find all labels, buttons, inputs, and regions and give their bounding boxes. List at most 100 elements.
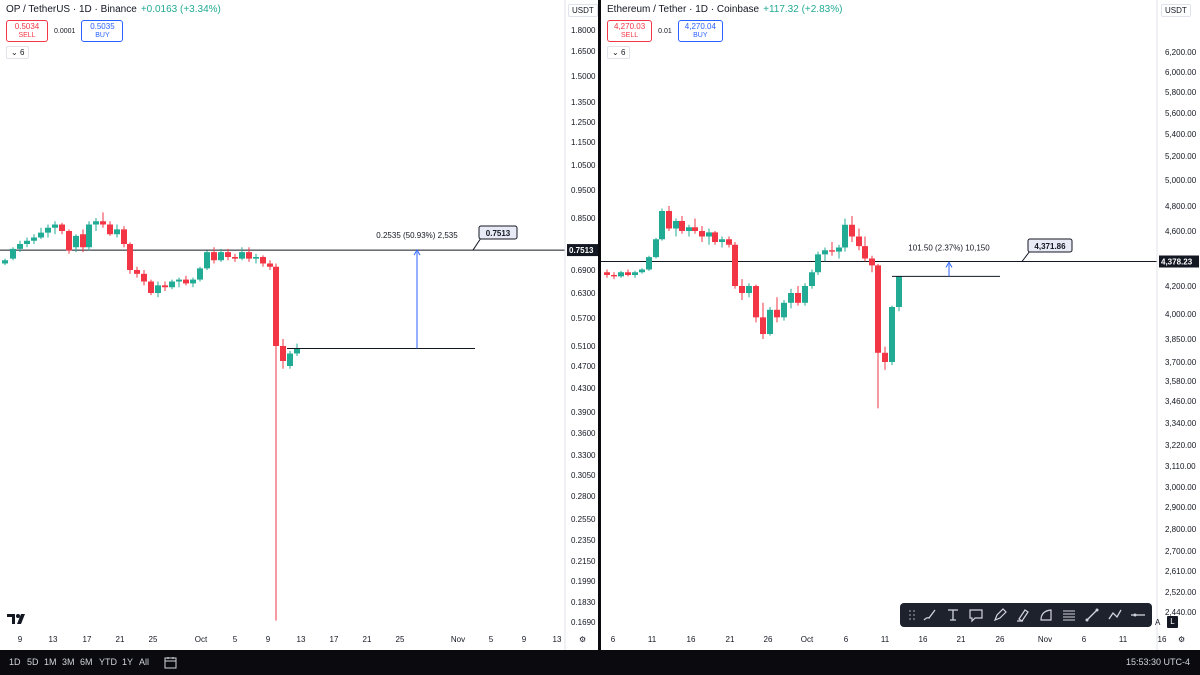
currency-unit-button[interactable]: USDT <box>568 4 598 17</box>
date-axis-label: 21 <box>957 635 966 644</box>
candle-body <box>739 286 745 293</box>
price-axis-label: 2,610.00 <box>1165 567 1197 576</box>
date-axis-label: 21 <box>116 635 125 644</box>
candle-body <box>809 272 815 286</box>
grip-icon[interactable] <box>904 607 920 623</box>
candle-body <box>875 265 881 353</box>
timeframe-1d[interactable]: 1D <box>9 657 21 667</box>
sell-button[interactable]: 0.5034 SELL <box>6 20 48 42</box>
measure-arrow-head <box>945 261 953 268</box>
auto-scale-button[interactable]: A <box>1155 618 1161 627</box>
buy-button[interactable]: 0.5035 BUY <box>81 20 124 42</box>
candle-body <box>849 224 855 237</box>
candle-body <box>815 254 821 273</box>
price-axis-label: 3,340.00 <box>1165 419 1197 428</box>
candle-body <box>232 257 238 259</box>
pen-icon[interactable] <box>992 607 1008 623</box>
price-axis-label: 0.9500 <box>571 186 596 195</box>
symbol-title[interactable]: Ethereum / Tether · 1D · Coinbase <box>607 4 760 15</box>
buy-label: BUY <box>693 32 708 39</box>
chart-settings-icon[interactable]: ⚙ <box>579 635 587 644</box>
price-axis-label: 0.5700 <box>571 314 596 323</box>
candlestick-chart-op[interactable]: 1.8000 1.6500 1.5000 1.3500 1.2500 1.1500 1.05… <box>0 0 598 650</box>
candle-body <box>646 257 652 270</box>
candle-body <box>788 293 794 303</box>
callout-icon[interactable] <box>968 607 984 623</box>
candle-body <box>829 250 835 252</box>
price-axis-label: 0.2550 <box>571 515 596 524</box>
trend-line-icon[interactable] <box>1084 607 1100 623</box>
chevron-down-icon: ⌄ <box>612 48 619 57</box>
date-axis-label: 25 <box>396 635 405 644</box>
symbol-title[interactable]: OP / TetherUS · 1D · Binance <box>6 4 137 15</box>
price-axis-label: 0.6300 <box>571 289 596 298</box>
candle-body <box>52 224 58 228</box>
price-axis-label: 5,400.00 <box>1165 130 1197 139</box>
price-axis-label: 0.3900 <box>571 408 596 417</box>
candle-body <box>73 235 79 248</box>
date-axis-label: 26 <box>996 635 1005 644</box>
timeframe-1y[interactable]: 1Y <box>122 657 134 667</box>
date-axis-label: 9 <box>18 635 23 644</box>
buy-button[interactable]: 4,270.04 BUY <box>677 20 723 42</box>
date-axis-label: 16 <box>687 635 696 644</box>
indicators-toggle[interactable]: ⌄ 6 <box>607 46 631 59</box>
chart-pane-op-usdt[interactable]: 1.8000 1.6500 1.5000 1.3500 1.2500 1.1500 1.05… <box>0 0 598 650</box>
horizontal-line-icon[interactable] <box>1130 607 1146 623</box>
buy-label: BUY <box>95 32 110 39</box>
candle-body <box>856 236 862 247</box>
indicators-toggle[interactable]: ⌄ 6 <box>6 46 30 59</box>
price-axis-label: 1.1500 <box>571 138 596 147</box>
indicators-count: 6 <box>19 48 25 57</box>
chart-settings-icon[interactable]: ⚙ <box>1178 635 1186 644</box>
candle-body <box>253 257 259 259</box>
highlighter-icon[interactable] <box>1015 607 1031 623</box>
calendar-icon[interactable] <box>164 656 177 669</box>
candle-body <box>80 234 86 248</box>
text-icon[interactable] <box>945 607 961 623</box>
candle-body <box>632 272 638 275</box>
clock-timezone[interactable]: 15:53:30 UTC-4 <box>1125 657 1190 667</box>
measure-arrow-head <box>413 249 421 256</box>
path-icon[interactable] <box>1038 607 1054 623</box>
price-axis-label: 3,700.00 <box>1165 358 1197 367</box>
candle-body <box>45 227 51 233</box>
candle-body <box>753 286 759 318</box>
measure-label: 0.2535 (50.93%) 2,535 <box>376 231 458 240</box>
lines-icon[interactable] <box>1061 607 1077 623</box>
chevron-down-icon: ⌄ <box>11 48 18 57</box>
date-axis-label: Nov <box>451 635 465 644</box>
pane-divider[interactable] <box>598 0 601 650</box>
candle-body <box>767 309 773 334</box>
date-axis-label: Oct <box>801 635 814 644</box>
polyline-icon[interactable] <box>1107 607 1123 623</box>
timeframe-6m[interactable]: 6M <box>80 657 93 667</box>
timeframe-5d[interactable]: 5D <box>27 657 39 667</box>
candle-body <box>246 252 252 259</box>
currency-unit-button[interactable]: USDT <box>1161 4 1191 17</box>
log-scale-button[interactable]: L <box>1167 616 1178 628</box>
price-axis-label: 0.6900 <box>571 266 596 275</box>
brush-icon[interactable] <box>922 607 938 623</box>
date-axis-label: 13 <box>49 635 58 644</box>
candle-body <box>618 272 624 277</box>
price-axis-label: 0.3050 <box>571 471 596 480</box>
timeframe-3m[interactable]: 3M <box>62 657 75 667</box>
target-callout-box <box>478 225 518 240</box>
date-axis-label: 6 <box>611 635 616 644</box>
candle-body <box>611 275 617 277</box>
price-axis-label: 1.8000 <box>571 26 596 35</box>
candle-body <box>2 260 8 264</box>
tradingview-logo-icon[interactable] <box>6 612 28 626</box>
candle-body <box>273 266 279 346</box>
timeframe-1m[interactable]: 1M <box>44 657 57 667</box>
candlestick-chart-eth[interactable]: 6,200.00 6,000.00 5,800.00 5,600.00 5,400.00… <box>601 0 1200 650</box>
timeframe-all[interactable]: All <box>139 657 150 667</box>
sell-button[interactable]: 4,270.03 SELL <box>607 20 653 42</box>
date-axis-label: 17 <box>330 635 339 644</box>
candle-body <box>869 258 875 266</box>
sell-label: SELL <box>18 32 36 39</box>
chart-pane-eth-usdt[interactable]: 6,200.00 6,000.00 5,800.00 5,600.00 5,400.00… <box>601 0 1200 650</box>
timeframe-ytd[interactable]: YTD <box>99 657 117 667</box>
candle-body <box>121 229 127 244</box>
